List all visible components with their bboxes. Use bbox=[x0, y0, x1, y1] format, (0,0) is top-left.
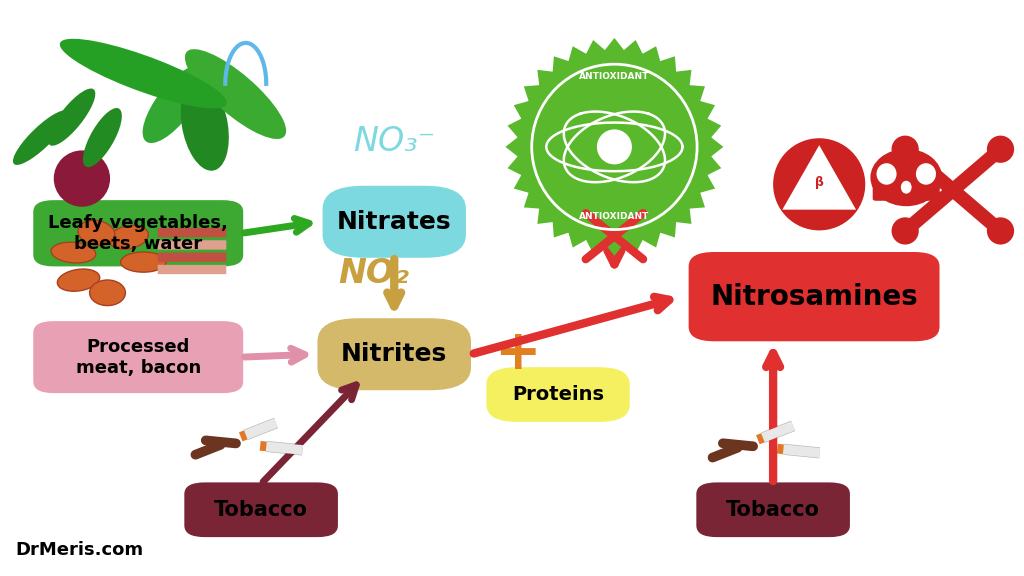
Text: NO₃⁻: NO₃⁻ bbox=[353, 124, 435, 158]
Ellipse shape bbox=[121, 252, 166, 272]
Ellipse shape bbox=[78, 220, 115, 245]
Text: Tobacco: Tobacco bbox=[214, 500, 308, 520]
Text: ANTIOXIDANT: ANTIOXIDANT bbox=[580, 73, 649, 81]
Text: Nitrosamines: Nitrosamines bbox=[711, 283, 918, 310]
Polygon shape bbox=[506, 38, 723, 256]
Ellipse shape bbox=[901, 181, 911, 194]
FancyBboxPatch shape bbox=[317, 318, 471, 391]
FancyBboxPatch shape bbox=[158, 240, 226, 249]
Text: ANTIOXIDANT: ANTIOXIDANT bbox=[580, 213, 649, 221]
FancyBboxPatch shape bbox=[158, 252, 226, 262]
Ellipse shape bbox=[987, 135, 1014, 163]
FancyBboxPatch shape bbox=[688, 252, 940, 341]
Text: NO₂: NO₂ bbox=[338, 257, 410, 290]
Ellipse shape bbox=[13, 110, 69, 165]
Ellipse shape bbox=[877, 163, 897, 185]
Ellipse shape bbox=[892, 135, 919, 163]
FancyBboxPatch shape bbox=[486, 367, 630, 422]
Ellipse shape bbox=[142, 66, 206, 143]
Ellipse shape bbox=[109, 225, 148, 249]
FancyBboxPatch shape bbox=[323, 185, 466, 258]
Ellipse shape bbox=[181, 79, 228, 170]
Ellipse shape bbox=[892, 217, 919, 245]
Text: Nitrates: Nitrates bbox=[337, 210, 452, 234]
Ellipse shape bbox=[185, 49, 286, 139]
FancyBboxPatch shape bbox=[184, 483, 338, 537]
Ellipse shape bbox=[517, 50, 712, 244]
Text: DrMeris.com: DrMeris.com bbox=[15, 541, 143, 559]
Ellipse shape bbox=[51, 242, 96, 263]
Ellipse shape bbox=[59, 39, 227, 108]
FancyBboxPatch shape bbox=[34, 321, 244, 393]
Ellipse shape bbox=[773, 138, 865, 230]
Text: +: + bbox=[494, 327, 541, 381]
Ellipse shape bbox=[57, 269, 99, 291]
FancyBboxPatch shape bbox=[696, 483, 850, 537]
FancyBboxPatch shape bbox=[158, 228, 226, 237]
Text: Nitrites: Nitrites bbox=[341, 342, 447, 366]
FancyBboxPatch shape bbox=[158, 265, 226, 274]
Text: β: β bbox=[815, 176, 823, 188]
Ellipse shape bbox=[54, 150, 111, 207]
Text: Tobacco: Tobacco bbox=[726, 500, 820, 520]
FancyBboxPatch shape bbox=[34, 200, 244, 267]
Ellipse shape bbox=[48, 89, 95, 146]
Ellipse shape bbox=[915, 163, 936, 185]
Ellipse shape bbox=[870, 149, 942, 206]
Polygon shape bbox=[782, 145, 856, 210]
Ellipse shape bbox=[83, 108, 122, 167]
Text: Leafy vegetables,
beets, water: Leafy vegetables, beets, water bbox=[48, 214, 228, 253]
Text: Processed
meat, bacon: Processed meat, bacon bbox=[76, 338, 201, 377]
FancyBboxPatch shape bbox=[872, 179, 940, 201]
Ellipse shape bbox=[597, 130, 632, 164]
Text: Proteins: Proteins bbox=[512, 385, 604, 404]
Ellipse shape bbox=[987, 217, 1014, 245]
Ellipse shape bbox=[89, 280, 125, 306]
